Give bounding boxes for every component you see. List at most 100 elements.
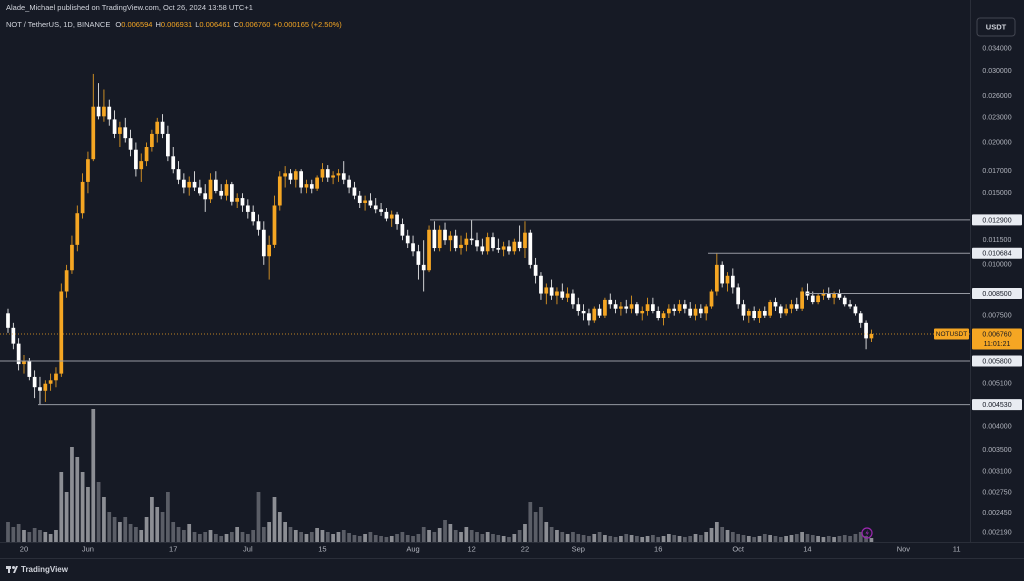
volume-bar — [336, 532, 341, 542]
volume-bar — [667, 534, 671, 542]
event-icon[interactable] — [861, 527, 873, 539]
volume-bar — [842, 535, 847, 542]
candle-body — [496, 248, 501, 250]
volume-bar — [107, 512, 112, 542]
candle-body — [432, 229, 437, 249]
volume-bar — [635, 536, 639, 542]
volume-bar — [864, 536, 868, 542]
candle-body — [325, 169, 330, 178]
volume-bar — [544, 522, 549, 542]
volume-bar — [320, 530, 325, 542]
candle-body — [784, 308, 788, 314]
candle-body — [528, 232, 533, 265]
candle-body — [597, 308, 602, 316]
volume-bar — [533, 512, 538, 542]
volume-bar — [730, 532, 735, 542]
candle-body — [560, 291, 565, 298]
candle-body — [427, 229, 431, 271]
currency-label[interactable]: USDT — [986, 22, 1007, 31]
candle-body — [842, 297, 847, 305]
candle-body — [507, 246, 511, 252]
volume-bar — [421, 527, 426, 542]
ohlc-value: 0.006594 — [121, 20, 152, 29]
volume-bar — [555, 530, 559, 542]
candle-body — [789, 304, 794, 309]
volume-bar — [368, 532, 373, 542]
logo-part — [13, 566, 18, 573]
candle-body — [240, 198, 245, 206]
candle-body — [640, 310, 645, 314]
candle-body — [197, 187, 202, 194]
candle-body — [688, 308, 693, 316]
candle-body — [304, 184, 309, 188]
candle-body — [773, 302, 778, 307]
candle-body — [571, 293, 575, 305]
candle-body — [576, 304, 581, 311]
candle-body — [261, 229, 266, 257]
candle-body — [693, 308, 698, 316]
candle-body — [347, 179, 351, 188]
currency-button[interactable] — [976, 17, 1016, 37]
volume-bar — [805, 534, 810, 542]
candle-body — [379, 209, 383, 212]
level-label-box — [972, 399, 1022, 411]
candle-body — [293, 171, 298, 180]
candle-body — [86, 159, 90, 182]
candle-body — [309, 184, 314, 189]
volume-bar — [565, 534, 570, 542]
y-tick-label: 0.007500 — [982, 312, 1011, 319]
volume-bar — [155, 507, 160, 542]
volume-bar — [229, 532, 234, 542]
volume-bar — [768, 535, 773, 542]
volume-bar — [144, 517, 149, 542]
candle-body — [821, 293, 826, 296]
volume-bar — [86, 487, 90, 542]
candle-body — [725, 275, 730, 284]
ohlc-key: O — [115, 20, 121, 29]
level-label-box — [972, 355, 1022, 367]
volume-bar — [432, 532, 437, 542]
volume-bar — [11, 527, 16, 542]
x-tick-label: Jul — [243, 544, 253, 553]
last-price-box — [972, 328, 1022, 350]
volume-bar — [277, 512, 282, 542]
x-tick-label: Jun — [82, 544, 94, 553]
volume-bar — [251, 530, 256, 542]
volume-bar — [443, 520, 447, 542]
candle-body — [555, 291, 559, 296]
level-label: 0.010684 — [982, 251, 1011, 258]
y-tick-label: 0.003500 — [982, 447, 1011, 454]
volume-bar — [309, 532, 314, 542]
y-tick-label: 0.003100 — [982, 468, 1011, 475]
volume-bar — [496, 535, 501, 542]
candle-body — [22, 361, 26, 365]
y-tick-label: 0.020000 — [982, 139, 1011, 146]
candle-body — [533, 264, 538, 276]
y-tick-label: 0.002190 — [982, 530, 1011, 537]
volume-bar — [469, 530, 474, 542]
volume-bar — [528, 502, 533, 542]
candle-body — [709, 291, 714, 307]
volume-bar — [613, 537, 618, 542]
volume-bar — [102, 497, 106, 542]
volume-bar — [661, 536, 666, 542]
volume-bar — [416, 534, 421, 542]
candle-body — [736, 287, 741, 305]
volume-bar — [427, 530, 431, 542]
volume-bar — [800, 532, 804, 542]
candle-body — [645, 304, 650, 311]
last-price-label: 0.006760 — [982, 331, 1011, 338]
candle-body — [160, 121, 165, 134]
candle-body — [714, 264, 719, 292]
x-tick-label: 15 — [318, 544, 326, 553]
volume-bar — [48, 534, 53, 542]
volume-bar — [672, 535, 677, 542]
x-tick-label: 17 — [169, 544, 177, 553]
volume-bar — [112, 517, 117, 542]
volume-bar — [240, 532, 245, 542]
candle-body — [698, 308, 703, 314]
candle-body — [75, 213, 80, 245]
volume-bar — [256, 492, 261, 542]
volume-bar — [821, 537, 826, 542]
logo-part — [8, 566, 10, 573]
